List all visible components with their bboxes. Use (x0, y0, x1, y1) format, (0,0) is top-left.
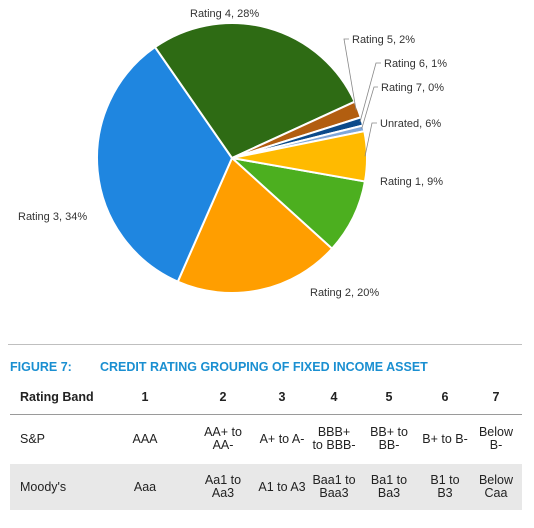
moodys-band-5: Ba1 to Ba3 (358, 463, 420, 510)
pie-slice-rating-2 (176, 156, 334, 294)
moodys-band-3: A1 to A3 (254, 463, 310, 510)
moodys-band-6: B1 to B3 (420, 463, 470, 510)
sp-band-6: B+ to B- (420, 414, 470, 464)
header-band-6: 6 (420, 380, 470, 415)
header-band-7: 7 (470, 380, 522, 415)
header-band-2: 2 (192, 380, 254, 415)
moodys-band-4: Baa1 to Baa3 (310, 463, 358, 510)
row-agency-sp: S&P (10, 414, 98, 464)
moodys-band-7: Below Caa (470, 463, 522, 510)
table-row-moodys: Moody's Aaa Aa1 to Aa3 A1 to A3 Baa1 to … (10, 463, 522, 510)
rating-band-table: Rating Band 1 2 3 4 5 6 7 S&P AAA AA+ to… (10, 380, 522, 510)
pie-label-rating-1: Rating 1, 9% (380, 176, 443, 188)
pie-label-unrated: Unrated, 6% (380, 118, 441, 130)
pie-label-rating-6: Rating 6, 1% (384, 58, 447, 70)
caption-divider (8, 344, 522, 345)
leader-line-rating-6 (359, 62, 381, 123)
sp-band-5: BB+ to BB- (358, 414, 420, 464)
sp-band-4: BBB+ to BBB- (310, 414, 358, 464)
figure-number: FIGURE 7: (10, 360, 72, 374)
pie-label-rating-2: Rating 2, 20% (310, 287, 379, 299)
pie-labels: Rating 1, 9% Rating 2, 20% Rating 3, 34% Ra… (18, 8, 447, 299)
header-band-1: 1 (98, 380, 192, 415)
pie-chart: Rating 1, 9% Rating 2, 20% Rating 3, 34% Ra… (18, 8, 447, 299)
leader-line-unrated (364, 122, 377, 157)
figure-title: CREDIT RATING GROUPING OF FIXED INCOME A… (100, 360, 428, 374)
table-header-row: Rating Band 1 2 3 4 5 6 7 (10, 380, 522, 415)
pie-label-rating-5: Rating 5, 2% (352, 34, 415, 46)
sp-band-7: Below B- (470, 414, 522, 464)
pie-slices (96, 22, 368, 294)
figure-caption: FIGURE 7: CREDIT RATING GROUPING OF FIXED… (10, 360, 524, 374)
leader-line-rating-5 (343, 38, 357, 111)
pie-slice-unrated (231, 130, 368, 183)
pie-label-rating-3: Rating 3, 34% (18, 211, 87, 223)
pie-leader-lines (343, 38, 381, 157)
pie-slice-rating-3 (96, 45, 234, 283)
moodys-band-1: Aaa (98, 463, 192, 510)
header-band-5: 5 (358, 380, 420, 415)
leader-line-rating-7 (361, 86, 378, 129)
header-band-3: 3 (254, 380, 310, 415)
pie-label-rating-4: Rating 4, 28% (190, 8, 259, 20)
sp-band-1: AAA (98, 414, 192, 464)
header-band-4: 4 (310, 380, 358, 415)
sp-band-3: A+ to A- (254, 414, 310, 464)
table-row-sp: S&P AAA AA+ to AA- A+ to A- BBB+ to BBB-… (10, 414, 522, 464)
header-rating-band: Rating Band (10, 380, 98, 415)
pie-label-rating-7: Rating 7, 0% (381, 82, 444, 94)
moodys-band-2: Aa1 to Aa3 (192, 463, 254, 510)
row-agency-moodys: Moody's (10, 463, 98, 510)
sp-band-2: AA+ to AA- (192, 414, 254, 464)
